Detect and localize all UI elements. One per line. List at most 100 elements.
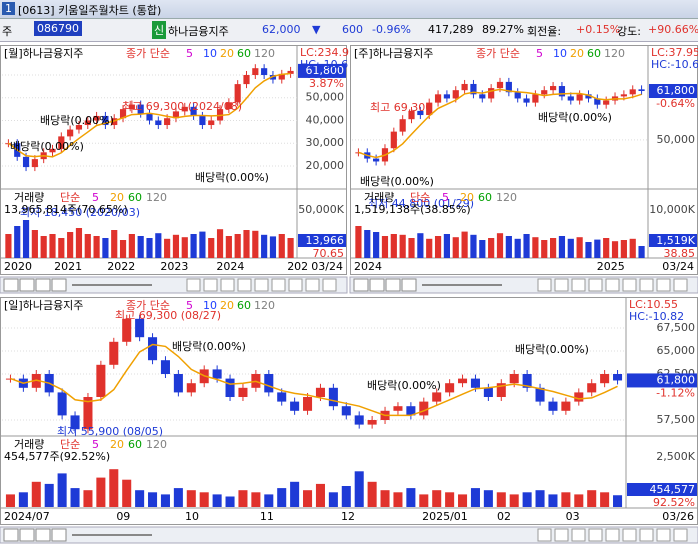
strength: +90.66% bbox=[648, 23, 698, 36]
tool-button[interactable] bbox=[605, 278, 620, 292]
nav-button[interactable] bbox=[3, 528, 19, 542]
candle bbox=[199, 369, 209, 384]
volume-ma-label: 단순 bbox=[60, 438, 80, 451]
volume-bar bbox=[603, 238, 610, 258]
tool-button[interactable] bbox=[322, 278, 337, 292]
candle bbox=[83, 397, 93, 430]
volume-last-box bbox=[298, 234, 346, 247]
tool-button[interactable] bbox=[588, 528, 603, 542]
volume-ma-period: 5 bbox=[92, 191, 99, 204]
x-tick-label: 2024/07 bbox=[4, 510, 50, 523]
candle bbox=[172, 111, 180, 119]
volume-ma-period: 20 bbox=[110, 191, 124, 204]
candle bbox=[505, 81, 512, 93]
candle bbox=[470, 83, 477, 95]
volume-bar bbox=[522, 492, 532, 507]
ma-period: 60 bbox=[587, 47, 601, 60]
diff-rate: -0.96% bbox=[372, 23, 411, 36]
tool-button[interactable] bbox=[605, 528, 620, 542]
annotation: 최저 44,800 (01/29) bbox=[368, 197, 474, 210]
tool-button[interactable] bbox=[203, 278, 218, 292]
nav-button[interactable] bbox=[369, 278, 385, 292]
candle bbox=[160, 360, 170, 375]
volume-bar bbox=[199, 231, 206, 258]
candle bbox=[164, 118, 171, 126]
volume-bar bbox=[315, 483, 325, 507]
panel-title: [월]하나금융지주 bbox=[4, 46, 83, 60]
tool-button[interactable] bbox=[673, 528, 688, 542]
nav-button[interactable] bbox=[51, 278, 67, 292]
nav-button[interactable] bbox=[51, 528, 67, 542]
nav-button[interactable] bbox=[35, 278, 51, 292]
volume-bar bbox=[470, 234, 477, 258]
tool-button[interactable] bbox=[554, 528, 569, 542]
tool-button[interactable] bbox=[571, 278, 586, 292]
hc: HC:-10.82 bbox=[629, 310, 684, 323]
volume-ratio: 92.52% bbox=[653, 496, 695, 509]
candle bbox=[135, 318, 145, 338]
nav-button[interactable] bbox=[401, 278, 417, 292]
nav-button[interactable] bbox=[353, 278, 369, 292]
candle bbox=[212, 369, 222, 379]
tool-button[interactable] bbox=[639, 528, 654, 542]
volume-title: 거래량 bbox=[14, 191, 44, 204]
tool-button[interactable] bbox=[588, 278, 603, 292]
tool-button[interactable] bbox=[639, 278, 654, 292]
price: 62,000 bbox=[262, 23, 301, 36]
nav-button[interactable] bbox=[385, 278, 401, 292]
volume-bar bbox=[613, 495, 623, 507]
tool-button[interactable] bbox=[537, 528, 552, 542]
candle bbox=[594, 98, 601, 105]
x-tick-label: 12 bbox=[341, 510, 355, 523]
tool-button[interactable] bbox=[571, 528, 586, 542]
volume-bar bbox=[277, 488, 287, 507]
tool-button[interactable] bbox=[186, 278, 201, 292]
ma-period: 20 bbox=[220, 47, 234, 60]
volume-ma-period: 5 bbox=[442, 191, 449, 204]
volume-bar bbox=[22, 220, 30, 258]
code[interactable]: 086790 bbox=[34, 21, 82, 36]
tool-button[interactable] bbox=[271, 278, 286, 292]
tool-button[interactable] bbox=[554, 278, 569, 292]
candle bbox=[186, 383, 196, 393]
candle bbox=[523, 98, 530, 103]
lc: LC:234.9 bbox=[300, 46, 349, 59]
volume-bar bbox=[119, 240, 127, 258]
moving-average bbox=[7, 72, 291, 158]
annotation: 배당락(0.00%) bbox=[40, 114, 114, 127]
volume-bar bbox=[269, 236, 277, 258]
volume-bar bbox=[238, 490, 248, 507]
tool-button[interactable] bbox=[622, 278, 637, 292]
panel-frame bbox=[0, 297, 698, 525]
tool-button[interactable] bbox=[220, 278, 235, 292]
volume-bar bbox=[93, 236, 100, 258]
nav-button[interactable] bbox=[3, 278, 19, 292]
tool-button[interactable] bbox=[656, 278, 671, 292]
volume-bar bbox=[290, 481, 300, 507]
tool-button[interactable] bbox=[305, 278, 320, 292]
x-tick-label: 03 bbox=[566, 510, 580, 523]
diff: 600 bbox=[342, 23, 363, 36]
tool-button[interactable] bbox=[656, 528, 671, 542]
candle bbox=[31, 374, 41, 388]
strength-label: 강도: bbox=[617, 25, 641, 38]
tool-button[interactable] bbox=[622, 528, 637, 542]
nav-button[interactable] bbox=[19, 278, 35, 292]
volume-bar bbox=[212, 494, 222, 507]
volume-bar bbox=[548, 494, 558, 507]
candle bbox=[567, 96, 574, 101]
candle bbox=[14, 143, 21, 157]
tool-button[interactable] bbox=[673, 278, 688, 292]
candle bbox=[278, 73, 285, 80]
tool-button[interactable] bbox=[288, 278, 303, 292]
tool-button[interactable] bbox=[237, 278, 252, 292]
volume-bar bbox=[364, 230, 371, 258]
mode[interactable]: 주 bbox=[2, 25, 13, 38]
nav-button[interactable] bbox=[35, 528, 51, 542]
nav-button[interactable] bbox=[19, 528, 35, 542]
tool-button[interactable] bbox=[537, 278, 552, 292]
panel-frame bbox=[350, 45, 698, 275]
tool-button[interactable] bbox=[254, 278, 269, 292]
volume-last: 1,519K bbox=[656, 234, 695, 247]
candle bbox=[406, 406, 416, 416]
